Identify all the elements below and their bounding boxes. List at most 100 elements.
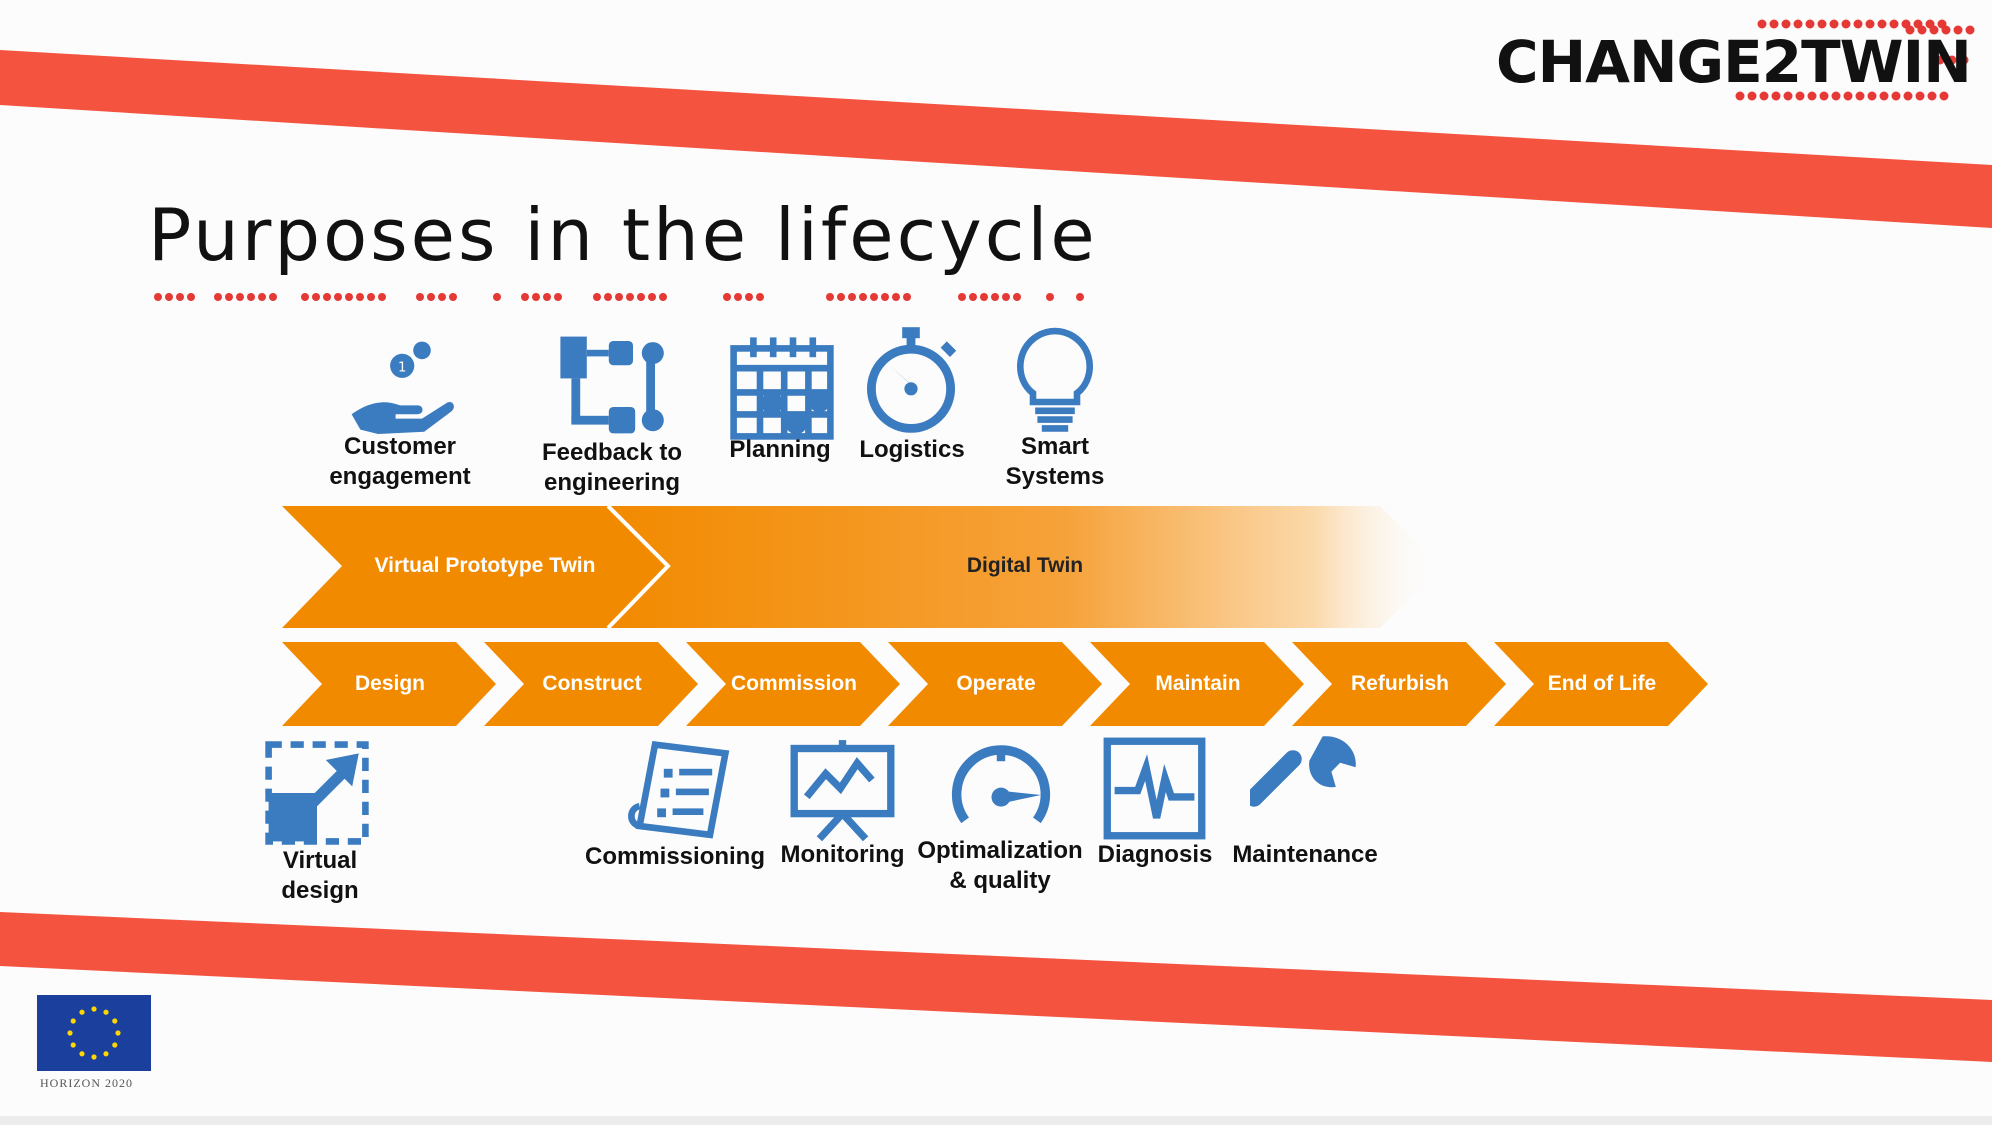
purpose-label-diagnosis: Diagnosis bbox=[1097, 841, 1213, 868]
lightbulb-icon bbox=[1000, 325, 1110, 435]
decorative-dot bbox=[1935, 55, 1945, 65]
decorative-dot bbox=[615, 293, 623, 301]
decorative-dot bbox=[449, 293, 457, 301]
decorative-dot bbox=[848, 293, 856, 301]
decorative-dot bbox=[1805, 19, 1815, 29]
decorative-dot bbox=[176, 293, 184, 301]
eu-star bbox=[103, 1009, 109, 1015]
decorative-dot bbox=[236, 293, 244, 301]
eu-star bbox=[112, 1042, 118, 1048]
change2twin-logo: CHANGE2TWIN bbox=[1496, 28, 1972, 96]
decorative-dot bbox=[1853, 19, 1863, 29]
decorative-dot bbox=[225, 293, 233, 301]
decorative-dot bbox=[1959, 55, 1969, 65]
speedometer-icon bbox=[946, 738, 1056, 833]
page-title: Purposes in the lifecycle bbox=[148, 193, 1098, 277]
decorative-dot bbox=[980, 293, 988, 301]
decorative-dot bbox=[659, 293, 667, 301]
title-underline-dots bbox=[154, 293, 1084, 301]
decorative-dot bbox=[258, 293, 266, 301]
decorative-dot bbox=[345, 293, 353, 301]
decorative-dot bbox=[154, 293, 162, 301]
decorative-dot bbox=[521, 293, 529, 301]
eu-star bbox=[70, 1018, 76, 1024]
decorative-dot bbox=[870, 293, 878, 301]
eu-star bbox=[79, 1051, 85, 1057]
decorative-dot bbox=[416, 293, 424, 301]
decorative-dot bbox=[247, 293, 255, 301]
eu-star bbox=[91, 1054, 97, 1060]
stage-chevron bbox=[1494, 642, 1708, 726]
decorative-dot bbox=[532, 293, 540, 301]
decorative-dot bbox=[1781, 19, 1791, 29]
decorative-dot bbox=[1929, 25, 1939, 35]
eu-star bbox=[112, 1018, 118, 1024]
eu-star bbox=[91, 1006, 97, 1012]
purpose-label-monitoring: Monitoring bbox=[780, 841, 905, 868]
decorative-dot bbox=[1735, 91, 1745, 101]
decorative-dot bbox=[1771, 91, 1781, 101]
virtual-prototype-twin-label: Virtual Prototype Twin bbox=[374, 554, 596, 577]
decorative-dot bbox=[1927, 91, 1937, 101]
eu-star bbox=[115, 1030, 121, 1036]
decorative-dot bbox=[1889, 19, 1899, 29]
decorative-dot bbox=[969, 293, 977, 301]
purpose-label-feedback-to-engineering: Feedback to engineering bbox=[541, 439, 683, 496]
decorative-dot bbox=[991, 293, 999, 301]
expand-arrow-icon bbox=[262, 738, 372, 848]
decorative-dot bbox=[626, 293, 634, 301]
decorative-dot bbox=[493, 293, 501, 301]
decorative-dot bbox=[367, 293, 375, 301]
decorative-dot bbox=[323, 293, 331, 301]
decorative-dot bbox=[1002, 293, 1010, 301]
decorative-dot bbox=[1915, 91, 1925, 101]
decorative-dot bbox=[1013, 293, 1021, 301]
stage-design: Design bbox=[354, 672, 425, 695]
logo-dot-pattern bbox=[1735, 19, 1975, 101]
decorative-dot bbox=[312, 293, 320, 301]
decorative-dot bbox=[958, 293, 966, 301]
decorative-dot bbox=[1819, 91, 1829, 101]
wrench-icon bbox=[1245, 732, 1360, 842]
decorative-dot bbox=[269, 293, 277, 301]
decorative-dot bbox=[1941, 25, 1951, 35]
document-list-icon bbox=[622, 738, 732, 848]
flow-diagram-icon bbox=[556, 330, 666, 440]
stage-end-of-life: End of Life bbox=[1547, 672, 1657, 695]
decorative-dot bbox=[1947, 55, 1957, 65]
top-red-band bbox=[0, 50, 1992, 228]
purpose-label-logistics: Logistics bbox=[859, 436, 965, 463]
decorative-dot bbox=[165, 293, 173, 301]
stage-commission: Commission bbox=[730, 672, 858, 695]
stage-chevron bbox=[1292, 642, 1506, 726]
decorative-dot bbox=[1879, 91, 1889, 101]
decorative-dot bbox=[1841, 19, 1851, 29]
stage-operate: Operate bbox=[956, 672, 1036, 695]
purpose-label-maintenance: Maintenance bbox=[1232, 841, 1378, 868]
stage-chevron bbox=[484, 642, 698, 726]
decorative-dot bbox=[1831, 91, 1841, 101]
decorative-dot bbox=[723, 293, 731, 301]
decorative-dot bbox=[1867, 91, 1877, 101]
band-divider bbox=[606, 504, 671, 630]
decorative-dot bbox=[892, 293, 900, 301]
svg-text:1: 1 bbox=[398, 360, 406, 375]
stage-maintain: Maintain bbox=[1155, 672, 1241, 695]
decorative-dot bbox=[1953, 25, 1963, 35]
decorative-dot bbox=[1817, 19, 1827, 29]
decorative-dot bbox=[1807, 91, 1817, 101]
decorative-dot bbox=[543, 293, 551, 301]
stage-refurbish: Refurbish bbox=[1350, 672, 1449, 695]
decorative-dot bbox=[1046, 293, 1054, 301]
calendar-check-icon bbox=[727, 333, 837, 443]
horizon-2020-caption: HORIZON 2020 bbox=[40, 1076, 133, 1090]
decorative-dot bbox=[903, 293, 911, 301]
purpose-label-virtual-design: Virtual design bbox=[281, 847, 359, 904]
digital-twin-band bbox=[608, 506, 1440, 628]
purpose-label-smart-systems: Smart Systems bbox=[1005, 433, 1105, 490]
purpose-label-customer-engagement: Customer engagement bbox=[329, 433, 471, 490]
digital-twin-label: Digital Twin bbox=[966, 554, 1084, 577]
decorative-dot bbox=[1965, 25, 1975, 35]
stage-chevron bbox=[888, 642, 1102, 726]
